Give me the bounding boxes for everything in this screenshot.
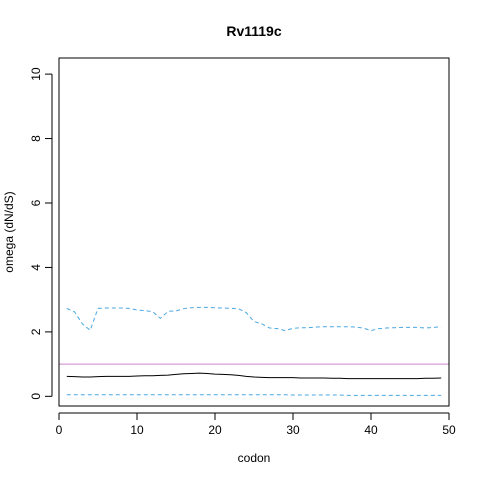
y-tick-label: 6	[29, 199, 43, 206]
series-line-2	[66, 306, 442, 332]
chart-title: Rv1119c	[226, 23, 281, 39]
x-tick-label: 10	[130, 423, 144, 437]
y-tick-label: 8	[29, 135, 43, 142]
plot-frame	[58, 57, 450, 407]
x-tick-label: 30	[286, 423, 300, 437]
y-tick-label: 10	[29, 67, 43, 81]
series-line-1	[66, 372, 442, 380]
y-tick-label: 2	[29, 328, 43, 335]
y-tick-label: 4	[29, 264, 43, 271]
x-axis-label: codon	[238, 451, 271, 465]
y-axis-label: omega (dN/dS)	[2, 191, 16, 272]
plot-area: 0 10 20 30 40 50 0 2 4 6 8 10	[29, 57, 456, 437]
x-tick-label: 40	[364, 423, 378, 437]
x-tick-label: 20	[208, 423, 222, 437]
x-tick-label: 0	[56, 423, 63, 437]
y-tick-label: 0	[29, 393, 43, 400]
x-tick-label: 50	[442, 423, 456, 437]
